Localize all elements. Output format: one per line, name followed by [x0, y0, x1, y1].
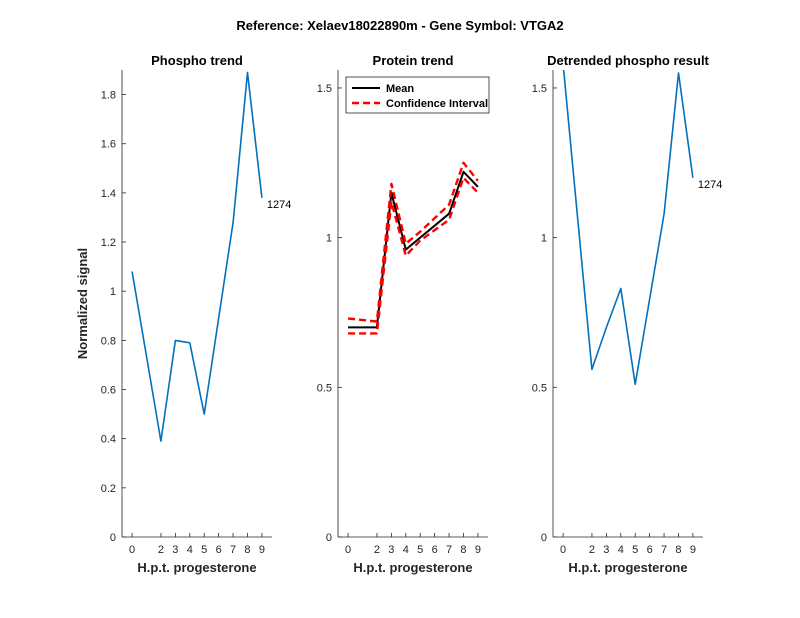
x-tick-label: 7 — [446, 544, 452, 556]
series-line-1 — [131, 71, 263, 442]
x-tick-label: 4 — [618, 544, 624, 556]
y-tick-label: 0.8 — [101, 335, 116, 347]
series-group — [347, 161, 479, 335]
y-tick-label: 1.2 — [101, 237, 116, 249]
x-tick-label: 7 — [230, 544, 236, 556]
x-tick-label: 2 — [158, 544, 164, 556]
x-tick-label: 0 — [560, 544, 566, 556]
series-group — [131, 71, 263, 442]
x-tick-label: 3 — [388, 544, 394, 556]
x-tick-label: 9 — [475, 544, 481, 556]
series-group — [562, 70, 694, 386]
y-tick-label: 0.6 — [101, 385, 116, 397]
y-tick-label: 1.5 — [532, 83, 547, 95]
y-tick-label: 1.6 — [101, 139, 116, 151]
figure-suptitle: Reference: Xelaev18022890m - Gene Symbol… — [236, 18, 563, 33]
y-tick-label: 1 — [110, 286, 116, 298]
series-line-1 — [562, 70, 694, 386]
legend-box — [345, 76, 490, 114]
chart-panel-3: Detrended phospho result 0 2 3 4 5 6 7 8 9 0 0.5 1 1.… — [532, 53, 723, 575]
y-tick-label: 0.4 — [101, 434, 116, 446]
y-tick-label: 0 — [326, 532, 332, 544]
y-tick-label: 0 — [541, 532, 547, 544]
y-tick-label: 1 — [541, 233, 547, 245]
x-axis-label: H.p.t. progesterone — [353, 560, 472, 575]
x-tick-label: 4 — [187, 544, 193, 556]
y-tick-label: 0 — [110, 532, 116, 544]
series-line-2 — [347, 161, 479, 323]
chart-panel-1: Phospho trend 0 2 3 4 5 6 7 8 9 0 0.2 0.4 0.6 0.8 1 1.2 1… — [75, 53, 291, 575]
x-tick-label: 2 — [374, 544, 380, 556]
x-tick-label: 5 — [417, 544, 423, 556]
x-tick-label: 4 — [403, 544, 409, 556]
x-tick-label: 6 — [216, 544, 222, 556]
x-tick-label: 8 — [460, 544, 466, 556]
panel-title: Detrended phospho result — [547, 53, 709, 68]
legend-label: Confidence Interval — [386, 98, 488, 110]
x-tick-label: 3 — [172, 544, 178, 556]
y-tick-label: 1.8 — [101, 90, 116, 102]
x-tick-label: 0 — [129, 544, 135, 556]
legend-label: Mean — [386, 83, 414, 95]
x-tick-label: 5 — [632, 544, 638, 556]
y-tick-label: 0.5 — [532, 382, 547, 394]
series-annotation: 1274 — [267, 199, 291, 211]
x-axis-label: H.p.t. progesterone — [568, 560, 687, 575]
x-tick-label: 8 — [675, 544, 681, 556]
y-tick-label: 1 — [326, 233, 332, 245]
y-tick-label: 1.4 — [101, 188, 116, 200]
x-tick-label: 8 — [244, 544, 250, 556]
x-tick-label: 2 — [589, 544, 595, 556]
y-tick-label: 1.5 — [317, 83, 332, 95]
x-tick-label: 9 — [690, 544, 696, 556]
x-tick-label: 3 — [603, 544, 609, 556]
x-tick-label: 9 — [259, 544, 265, 556]
x-tick-label: 6 — [432, 544, 438, 556]
x-tick-label: 5 — [201, 544, 207, 556]
x-tick-label: 7 — [661, 544, 667, 556]
y-axis-label: Normalized signal — [75, 248, 90, 359]
panel-title: Phospho trend — [151, 53, 243, 68]
x-tick-label: 0 — [345, 544, 351, 556]
x-axis-label: H.p.t. progesterone — [137, 560, 256, 575]
x-tick-label: 6 — [647, 544, 653, 556]
series-line-3 — [348, 176, 479, 335]
panel-title: Protein trend — [373, 53, 454, 68]
series-annotation: 1274 — [698, 179, 722, 191]
y-tick-label: 0.5 — [317, 382, 332, 394]
chart-panel-2: Protein trend 0 2 3 4 5 6 7 8 9 0 0.5 1 1.5 H.p.t. pro… — [317, 53, 490, 575]
legend: Mean Confidence Interval — [345, 76, 490, 114]
y-tick-label: 0.2 — [101, 483, 116, 495]
